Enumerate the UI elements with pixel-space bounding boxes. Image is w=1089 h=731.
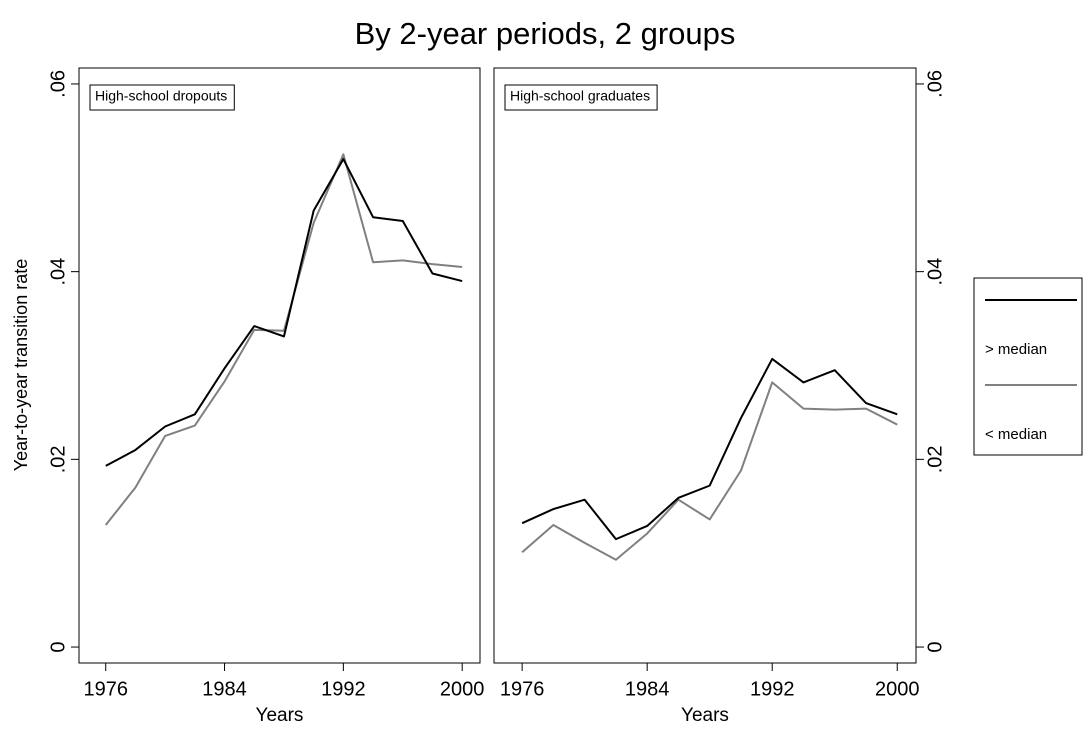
y-tick-label: .02 xyxy=(47,445,69,473)
x-tick-label: 1984 xyxy=(625,678,670,700)
y-axis-label: Year-to-year transition rate xyxy=(11,259,31,471)
x-axis-label: Years xyxy=(256,705,304,726)
x-tick-label: 2000 xyxy=(875,678,920,700)
x-tick-label: 1984 xyxy=(202,678,247,700)
legend-label: > median xyxy=(985,341,1047,358)
x-tick-label: 1976 xyxy=(83,678,128,700)
x-axis-label: Years xyxy=(681,705,729,726)
panel-label: High-school graduates xyxy=(510,88,650,104)
x-tick-label: 1992 xyxy=(750,678,795,700)
data-line xyxy=(521,357,898,541)
data-line xyxy=(105,158,463,467)
panel-label-box xyxy=(89,84,235,111)
data-line xyxy=(104,153,463,526)
panel-label-box xyxy=(504,84,658,111)
y-tick-label: .06 xyxy=(924,70,946,98)
x-tick-label: 1992 xyxy=(321,678,366,700)
plot-frame xyxy=(78,67,481,664)
y-tick-label: 0 xyxy=(924,641,946,652)
x-tick-label: 1976 xyxy=(500,678,545,700)
x-tick-label: 2000 xyxy=(440,678,485,700)
y-tick-label: 0 xyxy=(47,641,69,652)
legend-box xyxy=(973,277,1083,456)
y-tick-label: .06 xyxy=(47,70,69,98)
panel-label: High-school dropouts xyxy=(95,88,227,104)
y-tick-label: .02 xyxy=(924,445,946,473)
y-tick-label: .04 xyxy=(924,258,946,286)
plot-frame xyxy=(493,67,917,664)
legend-label: < median xyxy=(985,426,1047,443)
y-tick-label: .04 xyxy=(47,258,69,286)
chart-title: By 2-year periods, 2 groups xyxy=(355,16,736,51)
data-line xyxy=(521,381,898,561)
